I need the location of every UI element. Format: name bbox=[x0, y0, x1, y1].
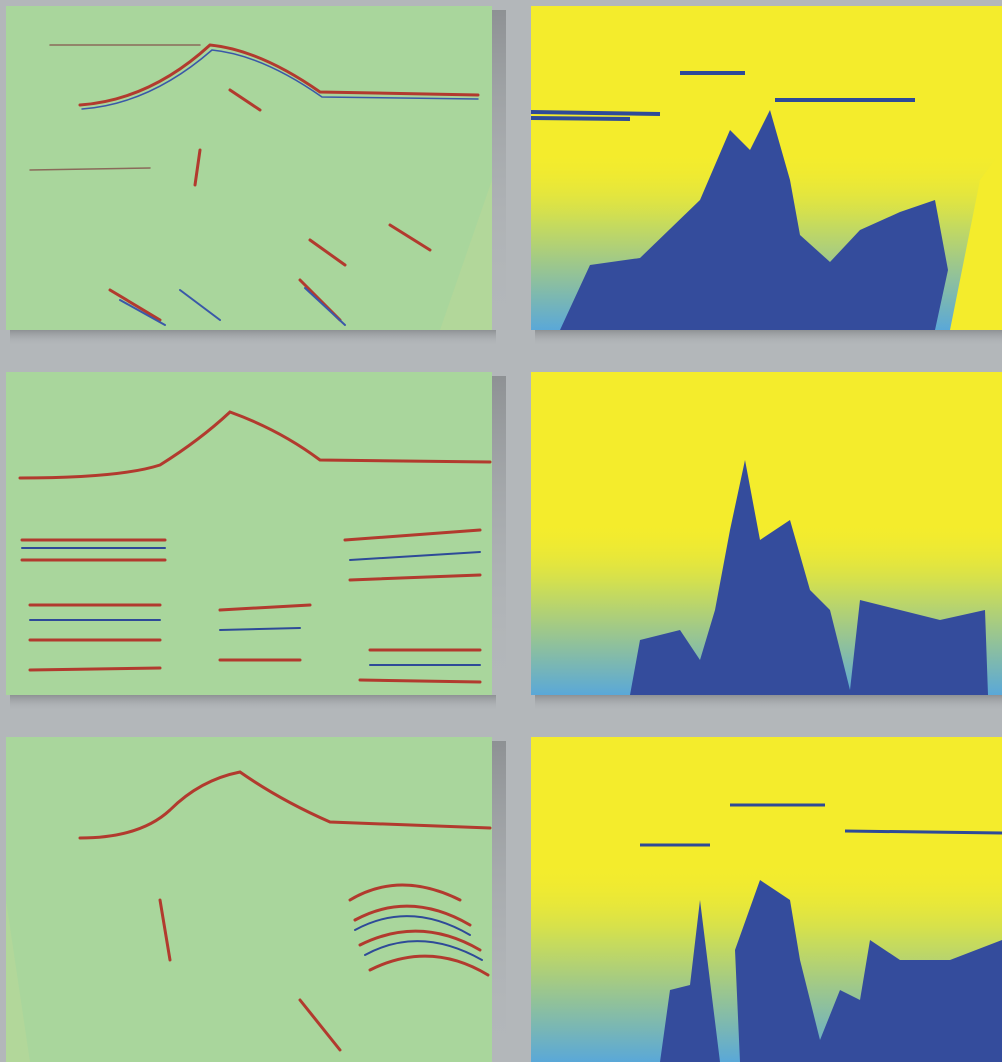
seismic-panel bbox=[6, 6, 492, 330]
panel-shadows bbox=[10, 10, 1002, 1061]
seismic-panel bbox=[6, 737, 492, 1062]
probability-panel bbox=[531, 372, 1002, 695]
probability-panel bbox=[530, 6, 1002, 330]
probability-panel bbox=[531, 737, 1002, 1062]
seismic-panel bbox=[6, 372, 492, 695]
